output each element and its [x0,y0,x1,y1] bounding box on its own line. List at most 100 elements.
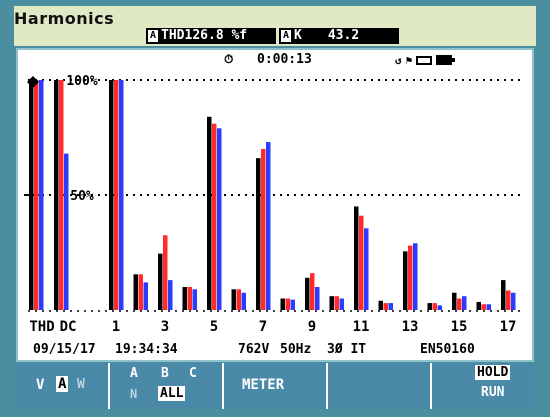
bar [261,149,266,310]
f1-vaw-key[interactable]: V A W [16,363,108,409]
bar [432,303,437,310]
bar [359,215,364,310]
f1-w-label: W [77,377,85,392]
thd-value: THD126.8 %f [161,28,248,43]
f3-meter-key[interactable]: METER [224,363,326,409]
bar [109,80,114,310]
date: 09/15/17 [33,342,96,357]
thd-readout: A THD126.8 %f [146,28,276,44]
bar [408,245,413,310]
bar [217,128,222,310]
standard: EN50160 [420,342,475,357]
bar [383,303,388,310]
x-tick-label: 1 [112,319,120,335]
phase-a-tag: A [281,30,292,42]
bar [143,282,148,310]
bar [256,158,261,310]
x-tick-label: 15 [451,319,468,335]
bar [158,253,163,310]
x-tick-label: 7 [259,319,267,335]
bar [457,298,462,310]
cursor-icon [27,76,39,88]
x-tick-label: 17 [500,319,517,335]
k-factor-readout: A K 43.2 [279,28,399,44]
bar [476,301,481,310]
bar [506,290,511,310]
bar [207,116,212,310]
f5-run-label: RUN [481,385,505,400]
screen-title: Harmonics [14,9,115,28]
bar [339,298,344,310]
f1-v-label: V [36,377,45,393]
y-tick-label: 100% [66,74,97,89]
bar [168,280,173,310]
f5-hold-run-key[interactable]: HOLD RUN [432,363,534,409]
bar [481,304,486,310]
bar [452,292,457,310]
bar [364,228,369,310]
f2-a-label: A [130,366,138,381]
y-tick-label: 50% [70,189,94,204]
f5-hold-label: HOLD [475,365,511,380]
bar [427,303,432,310]
bar [462,296,467,310]
bar [212,123,217,310]
bar [64,153,69,310]
bar [290,299,295,310]
phase-rotation-icon: ↺ [395,53,402,67]
bar [403,251,408,310]
bar [231,289,236,310]
memory-icon [416,55,433,65]
time: 19:34:34 [115,342,178,357]
bar [59,80,64,310]
f3-meter-label: METER [242,377,285,393]
x-tick-label: THD [29,319,54,335]
bar [29,80,34,310]
bar [305,277,310,310]
x-tick-label: 13 [402,319,419,335]
battery-icon [436,55,456,65]
bar [437,305,442,310]
bar [54,80,59,310]
bar [511,292,516,310]
f2-n-label: N [130,387,138,401]
f2-phase-key[interactable]: A B C N ALL [110,363,222,409]
bar [378,300,383,310]
f2-all-label: ALL [158,386,186,401]
x-tick-label: 3 [161,319,169,335]
bar [501,280,506,310]
bar [241,292,246,310]
bar [354,206,359,310]
bar [114,80,119,310]
x-tick-label: DC [60,319,77,335]
bar [315,287,320,310]
bar [163,235,168,310]
status-icons: ↺ ⚑ [395,52,456,68]
softkey-bar: V A W A B C N ALL METER HOLD RUN [16,363,534,409]
k-label: K [294,28,302,43]
bar [133,274,138,310]
f2-b-label: B [161,366,169,381]
bar [119,80,124,310]
bar [192,289,197,310]
chart-panel [16,48,534,362]
bar [266,142,271,310]
bar [34,80,39,310]
bar [334,296,339,310]
bar [138,274,143,310]
nominal-voltage: 762V [238,342,270,357]
bar [236,289,241,310]
x-tick-label: 5 [210,319,218,335]
bar [187,287,192,310]
flag-icon: ⚑ [405,53,413,67]
f4-key[interactable] [328,363,430,409]
stopwatch-icon: ⏱ [224,52,234,66]
f2-c-label: C [189,366,197,381]
bar [329,296,334,310]
f1-a-label: A [56,376,69,392]
bar [285,298,290,310]
k-value: 43.2 [327,28,360,43]
phase-a-tag: A [148,30,159,42]
bar [486,304,491,310]
bar [39,80,44,310]
